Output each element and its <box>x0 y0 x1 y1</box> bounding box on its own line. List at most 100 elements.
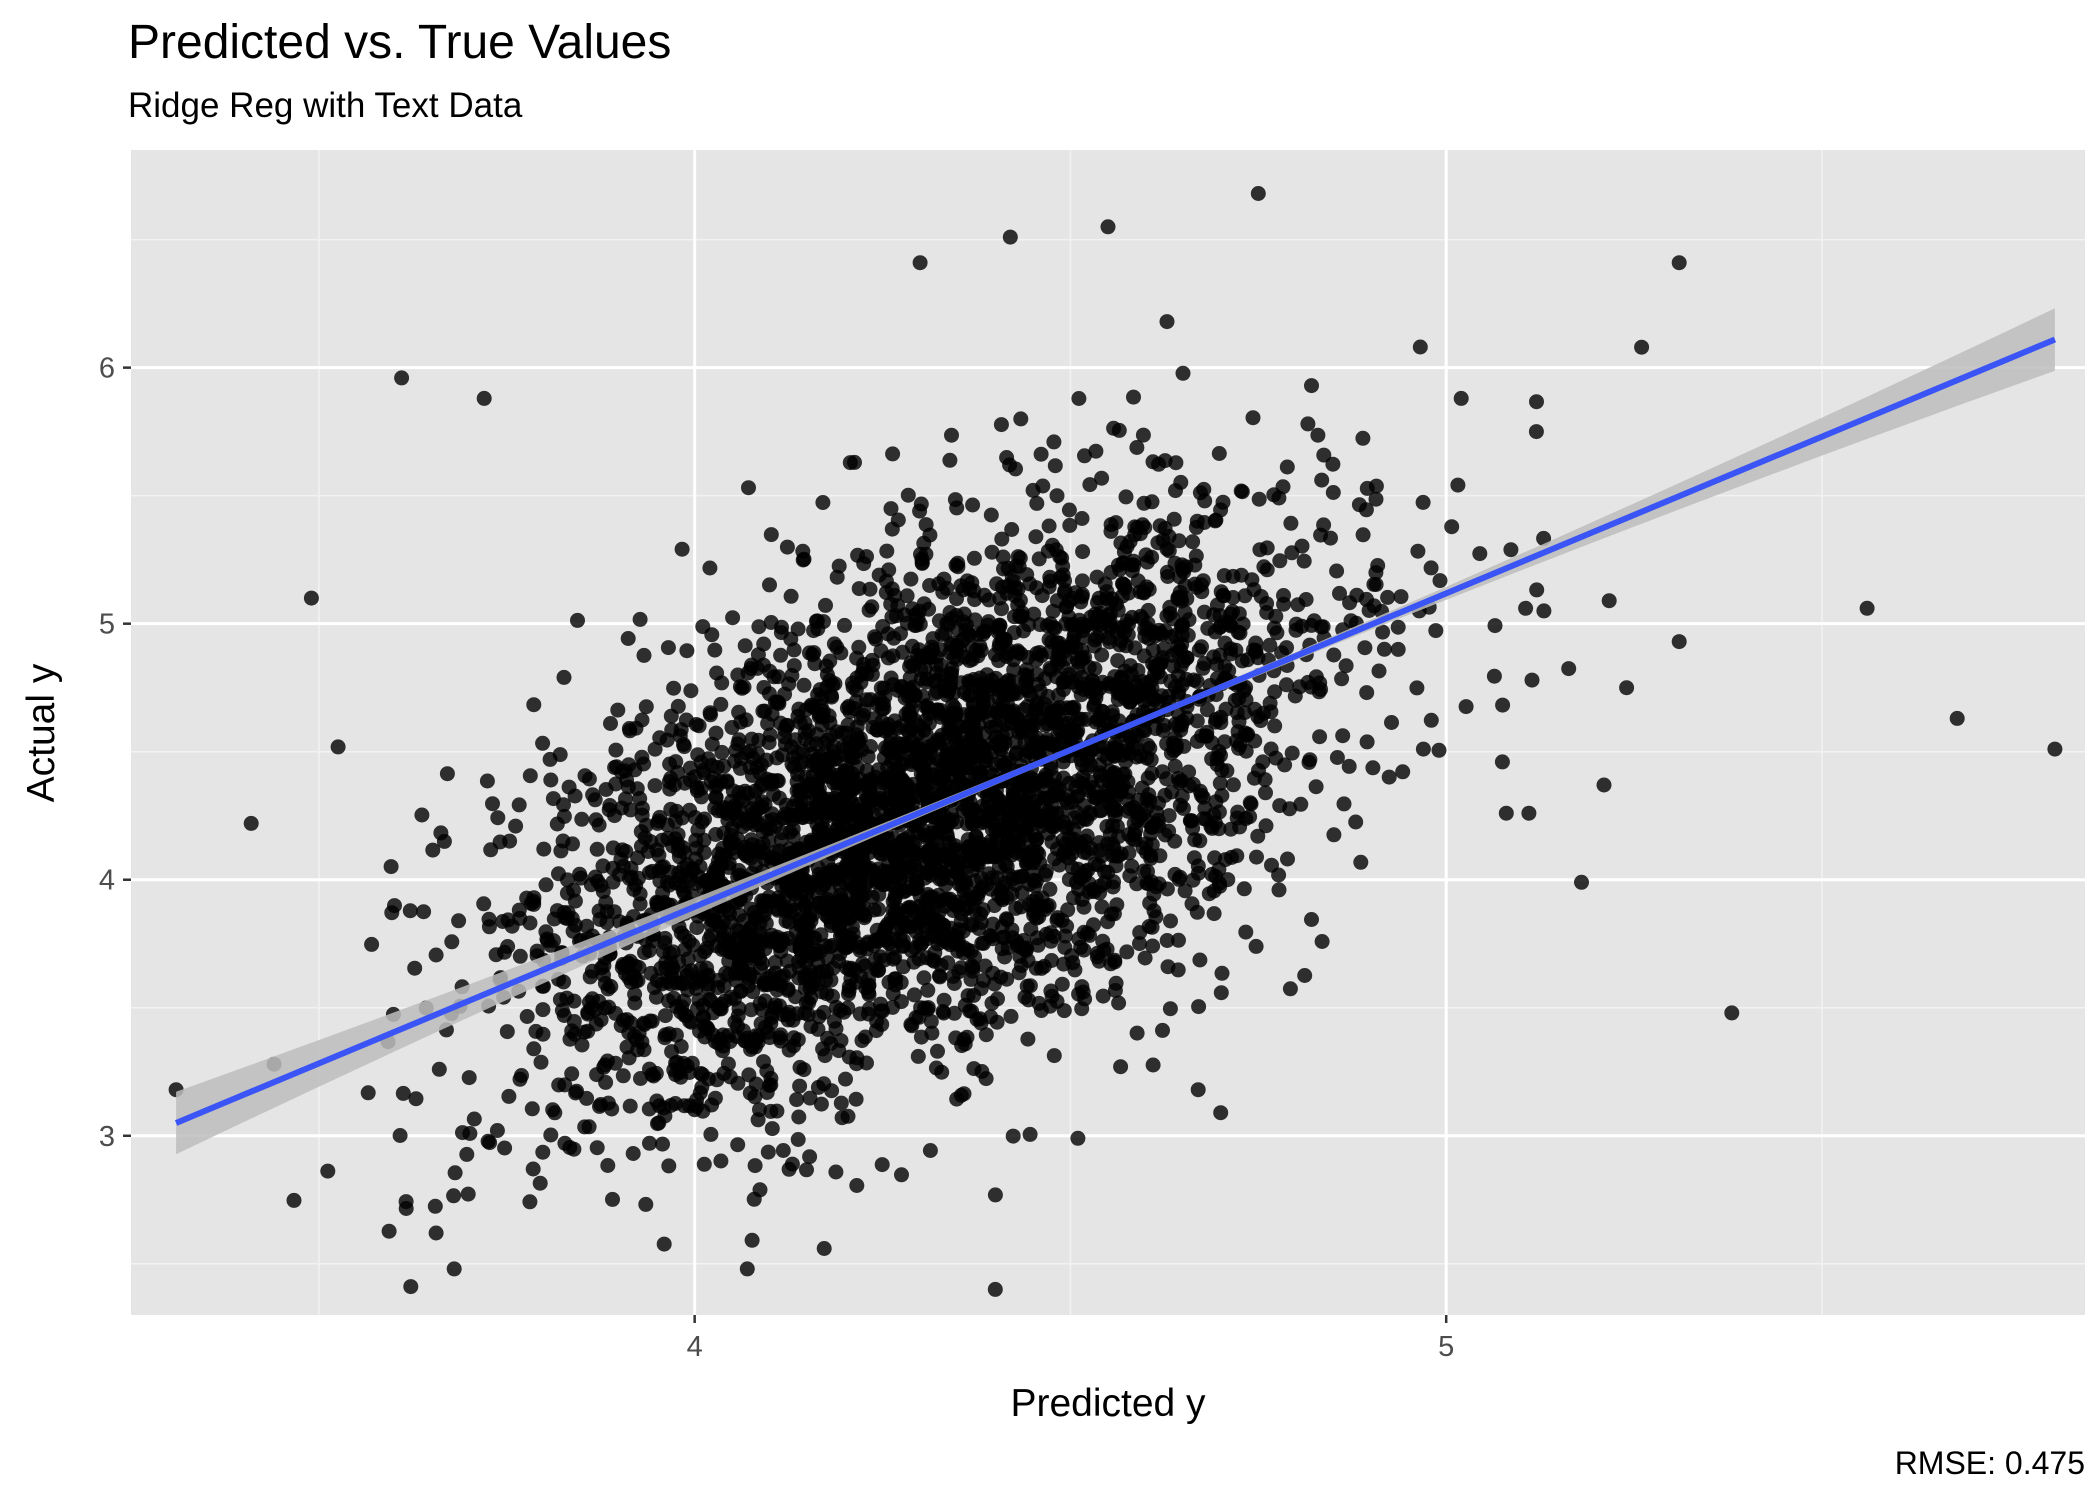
data-point <box>796 677 812 693</box>
data-point <box>1025 855 1041 871</box>
data-point <box>647 778 663 794</box>
data-point <box>831 558 847 574</box>
data-point <box>979 799 995 815</box>
data-point <box>1262 637 1278 653</box>
data-point <box>1102 826 1118 842</box>
data-point <box>1314 934 1330 949</box>
data-point <box>757 993 773 1009</box>
data-point <box>941 815 957 831</box>
data-point <box>589 1067 605 1083</box>
data-point <box>1409 680 1425 696</box>
data-point <box>1444 519 1460 535</box>
data-point <box>1086 884 1102 900</box>
data-point <box>1002 752 1017 768</box>
data-point <box>392 1128 408 1143</box>
data-point <box>526 1041 542 1057</box>
data-point <box>589 841 605 857</box>
data-point <box>1212 647 1228 663</box>
data-point <box>901 703 917 719</box>
data-point <box>1103 715 1119 731</box>
data-point <box>977 958 993 974</box>
data-point <box>1077 448 1092 464</box>
data-point <box>785 799 801 814</box>
data-point <box>1236 881 1252 897</box>
data-point <box>1214 788 1230 803</box>
data-point <box>670 827 686 843</box>
data-point <box>1011 774 1027 790</box>
data-point <box>851 639 867 655</box>
data-point <box>996 703 1012 719</box>
data-point <box>940 955 956 971</box>
data-point <box>764 806 780 822</box>
data-point <box>892 931 908 947</box>
regression-line <box>174 336 2057 1126</box>
data-point <box>1248 938 1264 954</box>
data-point <box>1028 529 1044 545</box>
data-point <box>881 562 897 578</box>
data-point <box>592 912 608 927</box>
data-point <box>1288 616 1304 632</box>
data-point <box>1217 659 1233 675</box>
data-point <box>1020 1031 1036 1047</box>
data-point <box>936 992 952 1008</box>
data-point <box>945 697 961 713</box>
data-point <box>1375 624 1391 640</box>
data-point <box>1011 559 1027 574</box>
data-point <box>1164 784 1180 800</box>
data-point <box>1160 959 1176 975</box>
data-point <box>1126 389 1141 405</box>
data-point <box>1070 1130 1086 1146</box>
data-point <box>1949 710 1965 726</box>
data-point <box>864 652 880 668</box>
data-point <box>848 974 864 990</box>
data-point <box>1163 913 1178 929</box>
data-point <box>1213 985 1229 1001</box>
data-point <box>922 578 938 593</box>
data-point <box>965 802 981 817</box>
data-point <box>1361 603 1377 618</box>
data-point <box>897 737 912 753</box>
data-point <box>844 675 860 691</box>
data-point <box>402 903 418 919</box>
data-point <box>1159 933 1175 948</box>
data-point <box>950 943 966 959</box>
data-point <box>626 881 642 897</box>
data-point <box>1257 772 1273 788</box>
data-point <box>708 725 724 741</box>
data-point <box>1859 600 1875 616</box>
data-point <box>1179 591 1195 607</box>
data-point <box>1175 714 1190 730</box>
data-point <box>243 815 259 831</box>
data-point <box>1634 339 1650 355</box>
data-point <box>1137 520 1153 536</box>
data-point <box>1027 772 1042 788</box>
data-point <box>689 920 705 936</box>
data-point <box>546 933 561 949</box>
data-point <box>661 877 677 893</box>
data-point <box>874 1157 890 1173</box>
data-point <box>436 833 452 849</box>
data-point <box>1071 391 1087 406</box>
data-point <box>1315 619 1331 635</box>
data-point <box>835 904 850 920</box>
data-point <box>1206 607 1222 623</box>
data-point <box>398 1194 414 1210</box>
data-point <box>966 550 982 566</box>
data-point <box>581 1119 597 1135</box>
data-point <box>976 973 991 988</box>
data-point <box>984 544 1000 560</box>
data-point <box>1066 699 1082 715</box>
data-point <box>935 1004 951 1019</box>
data-point <box>622 1098 638 1114</box>
data-point <box>762 1030 778 1046</box>
data-point <box>1091 590 1107 606</box>
data-point <box>1171 932 1186 948</box>
data-point <box>1216 588 1232 604</box>
data-point <box>1574 874 1589 890</box>
data-point <box>888 971 904 987</box>
data-point <box>1192 952 1208 968</box>
data-point <box>1115 747 1131 763</box>
data-point <box>1067 625 1083 641</box>
data-point <box>809 798 825 814</box>
data-point <box>755 836 771 852</box>
